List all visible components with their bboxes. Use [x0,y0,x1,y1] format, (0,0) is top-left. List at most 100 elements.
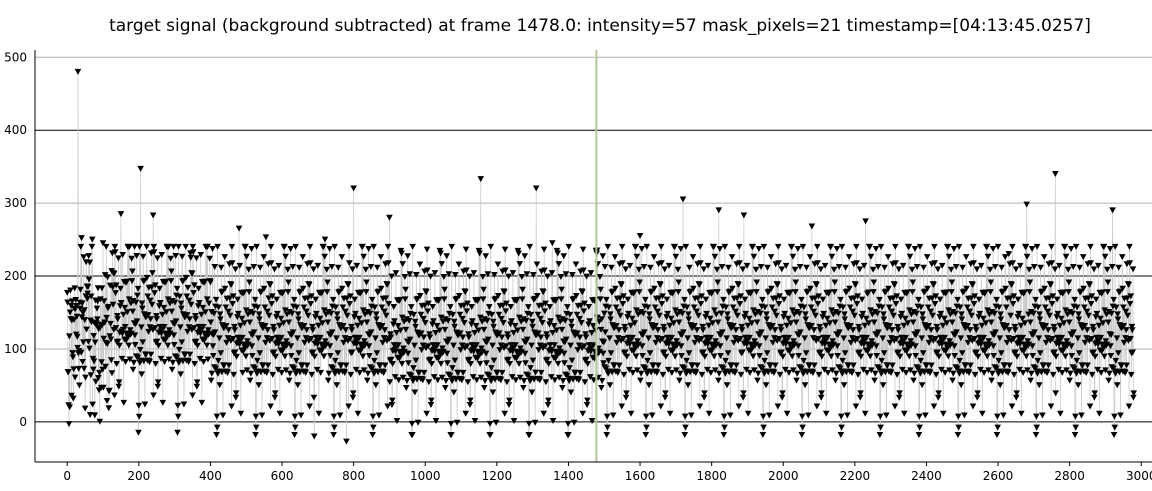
data-point-marker [223,339,230,346]
data-point-marker [847,339,855,346]
data-point-marker [1075,311,1082,318]
data-point-marker [827,353,835,360]
data-point-marker [213,413,221,420]
data-point-marker [831,279,839,286]
data-point-marker [1042,323,1049,330]
data-point-marker [562,271,570,278]
data-point-marker [207,319,215,326]
data-point-marker [599,253,607,260]
data-point-marker [308,293,315,300]
data-point-marker [232,266,239,273]
data-point-marker [242,307,250,314]
data-point-marker [403,377,411,384]
data-point-marker [412,272,420,279]
data-point-marker [363,279,370,286]
data-point-marker [680,329,687,336]
data-point-marker [700,349,707,356]
data-point-marker [842,264,849,271]
data-point-marker [239,369,246,376]
data-point-marker [447,420,455,427]
data-point-marker [1129,327,1136,334]
data-point-marker [541,343,549,350]
data-point-marker [684,382,692,389]
data-point-marker [896,390,903,397]
data-point-marker [627,322,635,329]
data-point-marker [77,286,84,293]
data-point-marker [275,262,283,269]
data-point-marker [267,243,275,250]
data-point-marker [365,245,372,252]
data-point-marker [149,270,156,277]
data-point-marker [343,312,351,319]
data-point-marker [794,245,802,252]
data-point-marker [905,353,913,360]
data-point-marker [321,236,329,243]
data-point-marker [868,338,875,345]
data-point-marker [574,347,582,354]
data-point-marker [280,320,287,327]
data-point-marker [722,357,729,364]
data-point-marker [1017,322,1025,329]
data-point-marker [451,357,459,364]
data-point-marker [489,318,497,325]
data-point-marker [1010,371,1018,378]
data-point-marker [599,350,607,357]
data-point-marker [713,341,720,348]
data-point-marker [221,285,229,292]
data-point-marker [392,270,400,277]
data-point-marker [141,401,149,408]
data-point-marker [386,214,393,221]
data-point-marker [338,254,346,261]
data-point-marker [66,309,74,316]
data-point-marker [320,307,328,314]
data-point-marker [386,379,394,386]
data-point-marker [517,345,524,352]
data-point-marker [367,263,375,270]
data-point-marker [991,263,999,270]
data-point-marker [399,374,407,381]
data-point-marker [805,412,812,419]
data-point-marker [469,374,477,381]
data-point-marker [806,362,813,369]
data-point-marker [240,289,248,296]
data-point-marker [1023,353,1030,360]
data-point-marker [99,366,106,373]
data-point-marker [870,279,878,286]
data-point-marker [297,412,305,419]
data-point-marker [270,323,277,330]
data-point-marker [840,335,848,342]
data-point-marker [543,331,550,338]
data-point-marker [511,323,519,330]
data-point-marker [1044,308,1052,315]
data-point-marker [604,424,611,431]
data-point-marker [760,243,768,250]
data-point-marker [811,295,819,302]
data-point-marker [746,369,754,376]
data-point-marker [821,366,828,373]
data-point-marker [811,362,818,369]
data-point-marker [631,320,638,327]
data-point-marker [462,289,469,296]
data-point-marker [873,343,880,350]
data-point-marker [501,410,509,417]
data-point-marker [129,366,137,373]
data-point-marker [930,281,937,288]
data-point-marker [114,316,121,323]
data-point-marker [656,312,663,319]
data-point-marker [193,379,201,386]
data-point-marker [1088,293,1096,300]
data-point-marker [619,301,627,308]
data-point-marker [88,243,96,250]
data-point-marker [723,335,730,342]
data-point-marker [670,289,677,296]
data-point-marker [302,370,309,377]
data-point-marker [874,310,881,317]
data-point-marker [782,262,790,269]
data-point-marker [776,293,783,300]
data-point-marker [1002,285,1009,292]
data-point-marker [927,308,935,315]
data-point-marker [245,289,253,296]
data-point-marker [405,317,413,324]
data-point-marker [454,370,462,376]
